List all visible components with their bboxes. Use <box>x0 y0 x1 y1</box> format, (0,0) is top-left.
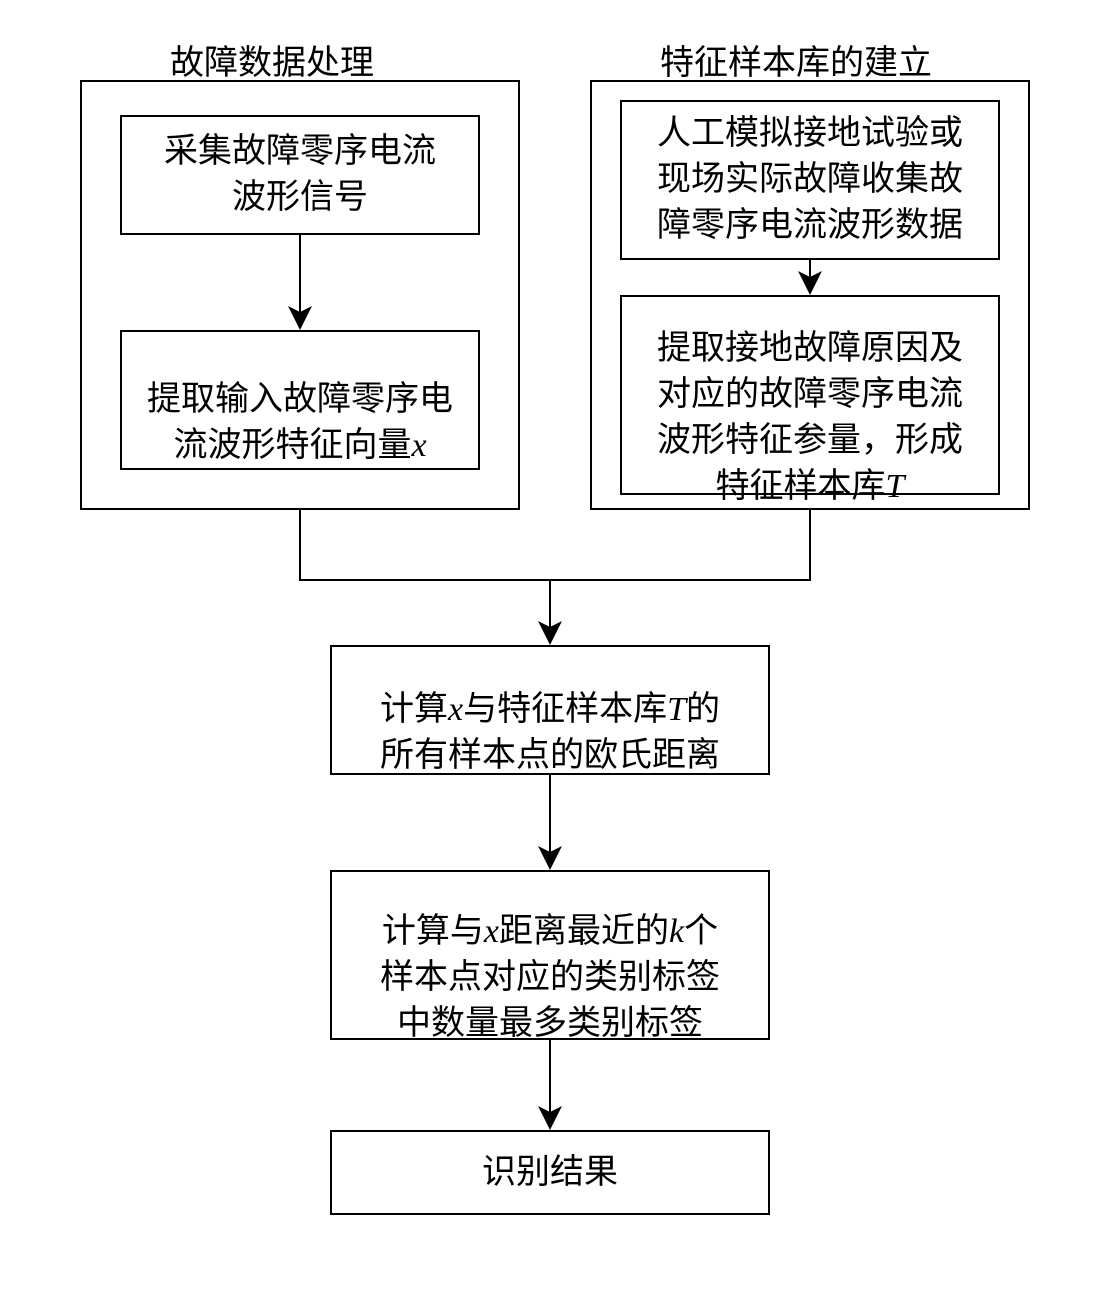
result-box: 识别结果 <box>330 1130 770 1215</box>
mid1-var1: x <box>448 691 463 728</box>
left-box-1: 采集故障零序电流 波形信号 <box>120 115 480 235</box>
diagram-canvas: 故障数据处理 特征样本库的建立 采集故障零序电流 波形信号 提取输入故障零序电 … <box>0 0 1102 1296</box>
mid-box-2: 计算与x距离最近的k个 样本点对应的类别标签 中数量最多类别标签 <box>330 870 770 1040</box>
right-box-1: 人工模拟接地试验或 现场实际故障收集故 障零序电流波形数据 <box>620 100 1000 260</box>
title-left-text: 故障数据处理 <box>170 45 374 82</box>
mid-box-2-text: 计算与x距离最近的k个 样本点对应的类别标签 中数量最多类别标签 <box>380 863 720 1047</box>
right-box-2-var: T <box>886 468 905 505</box>
title-left: 故障数据处理 <box>170 35 374 84</box>
arrow-merge-left <box>300 510 550 580</box>
mid2-var2: k <box>669 913 684 950</box>
left-box-2-var: x <box>411 427 426 464</box>
mid-box-1-text: 计算x与特征样本库T的 所有样本点的欧氏距离 <box>380 641 720 779</box>
title-right-text: 特征样本库的建立 <box>660 45 932 82</box>
right-box-2-text: 提取接地故障原因及 对应的故障零序电流 波形特征参量，形成 特征样本库T <box>657 280 963 509</box>
title-right: 特征样本库的建立 <box>660 35 932 84</box>
left-box-2: 提取输入故障零序电 流波形特征向量x <box>120 330 480 470</box>
left-box-1-text: 采集故障零序电流 波形信号 <box>164 129 436 221</box>
mid2-var1: x <box>484 913 499 950</box>
result-box-text: 识别结果 <box>482 1150 618 1196</box>
right-box-2: 提取接地故障原因及 对应的故障零序电流 波形特征参量，形成 特征样本库T <box>620 295 1000 495</box>
mid1-pre: 计算 <box>380 691 448 728</box>
mid-box-1: 计算x与特征样本库T的 所有样本点的欧氏距离 <box>330 645 770 775</box>
mid1-var2: T <box>667 691 686 728</box>
mid1-mid: 与特征样本库 <box>463 691 667 728</box>
left-box-2-text: 提取输入故障零序电 流波形特征向量x <box>147 331 453 469</box>
right-box-1-text: 人工模拟接地试验或 现场实际故障收集故 障零序电流波形数据 <box>657 111 963 249</box>
mid2-pre: 计算与 <box>382 913 484 950</box>
right-box-2-pre: 提取接地故障原因及 对应的故障零序电流 波形特征参量，形成 特征样本库 <box>657 330 963 505</box>
mid2-mid1: 距离最近的 <box>499 913 669 950</box>
arrow-merge-right <box>550 510 810 580</box>
left-box-2-pre: 提取输入故障零序电 流波形特征向量 <box>147 381 453 464</box>
